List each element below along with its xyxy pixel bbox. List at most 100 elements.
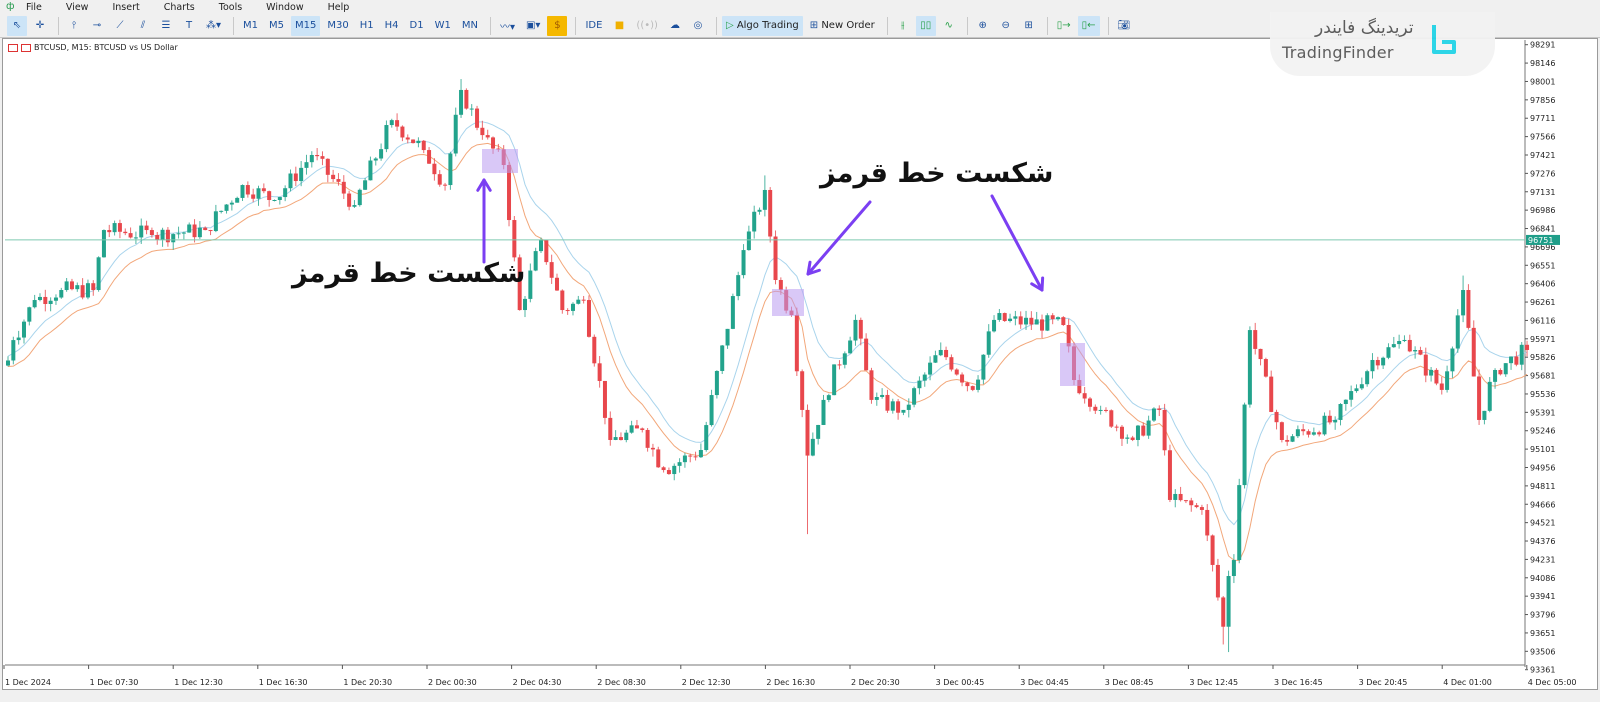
candle-body (1407, 339, 1412, 352)
candle-body (1029, 317, 1034, 325)
candle-body (1162, 409, 1167, 451)
candle-body (1375, 359, 1380, 366)
signal-icon[interactable]: ((•)) (636, 20, 658, 31)
candle-body (757, 209, 762, 212)
candle-body (43, 296, 48, 305)
vps-icon[interactable]: ◎ (693, 20, 703, 31)
new-order-button[interactable]: ⊞ New Order (809, 20, 875, 31)
candle-body (677, 462, 682, 466)
shapes-icon[interactable]: ⁂▾ (206, 20, 222, 31)
menu-view[interactable]: View (65, 1, 89, 13)
vertical-line-icon[interactable]: ⫯ (71, 20, 77, 31)
candle-body (1237, 485, 1242, 561)
menu-insert[interactable]: Insert (112, 1, 140, 13)
candlestick-chart-icon[interactable]: ▯▯ (915, 15, 936, 36)
price-tick-label: 96841 (1530, 225, 1555, 234)
menu-file[interactable]: File (26, 1, 42, 13)
menu-window[interactable]: Window (266, 1, 304, 13)
candle-body (1040, 319, 1045, 331)
candle-body (965, 382, 970, 387)
tf-mn[interactable]: MN (461, 20, 478, 31)
candle-body (794, 314, 799, 372)
candle-body (1194, 505, 1199, 508)
cursor-icon[interactable]: ⇖ (7, 15, 27, 36)
candle-body (1418, 350, 1423, 355)
candle-body (384, 125, 389, 150)
chart-window[interactable]: BTCUSD, M15: BTCUSD vs US Dollar (2, 38, 1598, 690)
tf-m30[interactable]: M30 (327, 20, 349, 31)
market-icon[interactable]: $ (547, 15, 568, 36)
channel-icon[interactable]: ⫽ (140, 20, 146, 31)
trendline-icon[interactable]: ⟋ (116, 20, 124, 31)
candle-body (821, 399, 826, 425)
bar-chart-icon[interactable]: ⫲ (901, 20, 905, 31)
screenshot-icon[interactable]: 📷︎ (1117, 20, 1131, 31)
price-tick-label: 97276 (1530, 169, 1555, 178)
indicators-icon[interactable]: 〰▾ (499, 22, 515, 33)
candle-body (1167, 450, 1172, 500)
candle-body (1093, 406, 1098, 411)
candle-body (1146, 420, 1151, 436)
tf-m5[interactable]: M5 (269, 20, 285, 31)
annotation-arrow (990, 194, 1044, 292)
time-tick-label: 3 Dec 04:45 (1020, 678, 1069, 687)
zoom-in-icon[interactable]: ⊕ (978, 20, 987, 31)
app-logo-icon: ф (6, 1, 15, 12)
shopping-bag-icon[interactable]: ■ (614, 20, 625, 31)
time-tick-label: 4 Dec 01:00 (1443, 678, 1492, 687)
candle-body (133, 237, 138, 239)
templates-icon[interactable]: ▣▾ (525, 20, 541, 31)
autoscroll-icon[interactable]: ▯→ (1056, 20, 1071, 31)
candle-body (896, 401, 901, 413)
horizontal-line-icon[interactable]: ⊸ (92, 20, 102, 31)
candle-body (1450, 348, 1455, 372)
candle-body (869, 370, 874, 400)
tf-m1[interactable]: M1 (243, 20, 259, 31)
candle-body (773, 236, 778, 280)
crosshair-icon[interactable]: ✛ (35, 20, 45, 31)
candle-body (1519, 344, 1524, 365)
tf-w1[interactable]: W1 (434, 20, 451, 31)
line-chart-icon[interactable]: ∿ (944, 20, 953, 31)
text-icon[interactable]: T (185, 20, 193, 31)
candle-body (1226, 576, 1231, 627)
candle-body (213, 211, 218, 232)
tf-m15[interactable]: M15 (291, 15, 321, 36)
menu-help[interactable]: Help (327, 1, 350, 13)
candle-body (1173, 493, 1178, 500)
tf-h4[interactable]: H4 (384, 20, 399, 31)
candle-body (245, 185, 250, 195)
chart-shift-icon[interactable]: ▯← (1077, 15, 1100, 36)
candle-body (1082, 393, 1087, 399)
cloud-icon[interactable]: ☁ (669, 20, 680, 31)
ide-button[interactable]: IDE (585, 20, 603, 31)
candle-body (805, 409, 810, 456)
menu-bar: ф File View Insert Charts Tools Window H… (0, 0, 1600, 14)
annotation-arrow-head (482, 178, 492, 192)
candle-body (768, 189, 773, 237)
menu-charts[interactable]: Charts (163, 1, 195, 13)
candle-body (469, 108, 474, 110)
candle-body (853, 319, 858, 341)
candle-body (389, 120, 394, 126)
candle-body (37, 296, 42, 301)
candle-body (517, 257, 522, 311)
price-tick-label: 95391 (1530, 408, 1555, 417)
candle-body (21, 321, 26, 338)
fibonacci-icon[interactable]: ☰ (161, 20, 171, 31)
candle-body (160, 229, 165, 240)
candle-body (411, 139, 416, 144)
zoom-out-icon[interactable]: ⊖ (1001, 20, 1010, 31)
algo-trading-button[interactable]: ▷ Algo Trading (721, 15, 803, 36)
candle-body (491, 137, 496, 149)
tf-d1[interactable]: D1 (409, 20, 424, 31)
candle-body (112, 223, 117, 233)
menu-tools[interactable]: Tools (218, 1, 243, 13)
tile-windows-icon[interactable]: ⊞ (1024, 20, 1033, 31)
tf-h1[interactable]: H1 (359, 20, 374, 31)
price-tick-label: 95681 (1530, 372, 1555, 381)
candle-body (730, 296, 735, 329)
candle-body (1199, 507, 1204, 510)
candle-body (325, 158, 330, 175)
price-tick-label: 96551 (1530, 261, 1555, 270)
